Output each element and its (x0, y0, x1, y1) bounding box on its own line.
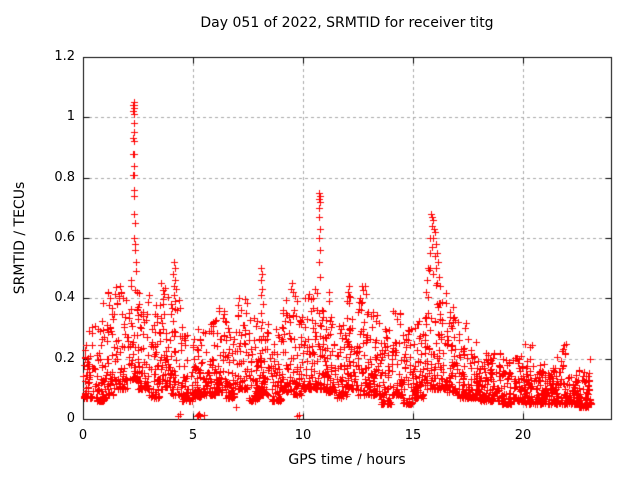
x-tick-label: 5 (188, 428, 198, 443)
x-tick-label: 10 (294, 428, 312, 443)
x-tick-label: 20 (514, 428, 532, 443)
y-tick-label: 0.6 (54, 230, 75, 245)
chart-title: Day 051 of 2022, SRMTID for receiver tit… (200, 15, 494, 31)
x-axis-label: GPS time / hours (288, 452, 406, 468)
x-tick-label: 0 (78, 428, 88, 443)
y-tick-label: 1.2 (54, 49, 75, 64)
y-tick-label: 0.8 (54, 169, 75, 185)
y-tick-label: 0.2 (54, 350, 75, 366)
y-tick-label: 0 (66, 411, 75, 426)
x-tick-label: 15 (404, 428, 422, 443)
y-tick-label: 1 (66, 109, 75, 125)
y-tick-label: 0.4 (54, 290, 75, 306)
